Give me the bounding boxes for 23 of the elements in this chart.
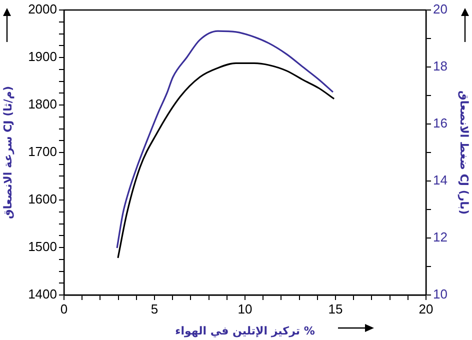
- y2-tick-label: 20: [433, 2, 448, 17]
- y-tick-label: 1600: [28, 192, 57, 207]
- y-tick-label: 1900: [28, 49, 57, 64]
- line-series: [116, 30, 334, 249]
- y2-axis-title: ضغط الانصعاق CJ (بار): [458, 90, 471, 215]
- y-tick-label: 1400: [28, 286, 57, 302]
- x-tick-label: 20: [418, 301, 434, 316]
- y-tick-label: 1800: [28, 96, 57, 112]
- x-tick-label: 5: [150, 301, 158, 316]
- y2-tick-label: 16: [433, 116, 448, 131]
- x-tick-label: 15: [328, 301, 343, 316]
- y2-tick-label: 12: [433, 230, 448, 245]
- y-tick-label: 1500: [28, 239, 57, 254]
- x-tick-label: 10: [238, 301, 252, 316]
- y-tick-label: 2000: [28, 2, 57, 17]
- x-tick-label: 0: [60, 301, 68, 316]
- line-series: [117, 62, 335, 259]
- y2-tick-label: 14: [433, 172, 448, 188]
- y2-tick-label: 18: [433, 58, 448, 74]
- y-tick-label: 1700: [28, 144, 57, 160]
- y2-tick-label: 10: [433, 286, 448, 302]
- y-axis-title: سرعة الانصعاق CJ (م/ثا): [1, 86, 14, 220]
- x-axis-title: تركيز الإتلين في الهواء %: [175, 324, 315, 338]
